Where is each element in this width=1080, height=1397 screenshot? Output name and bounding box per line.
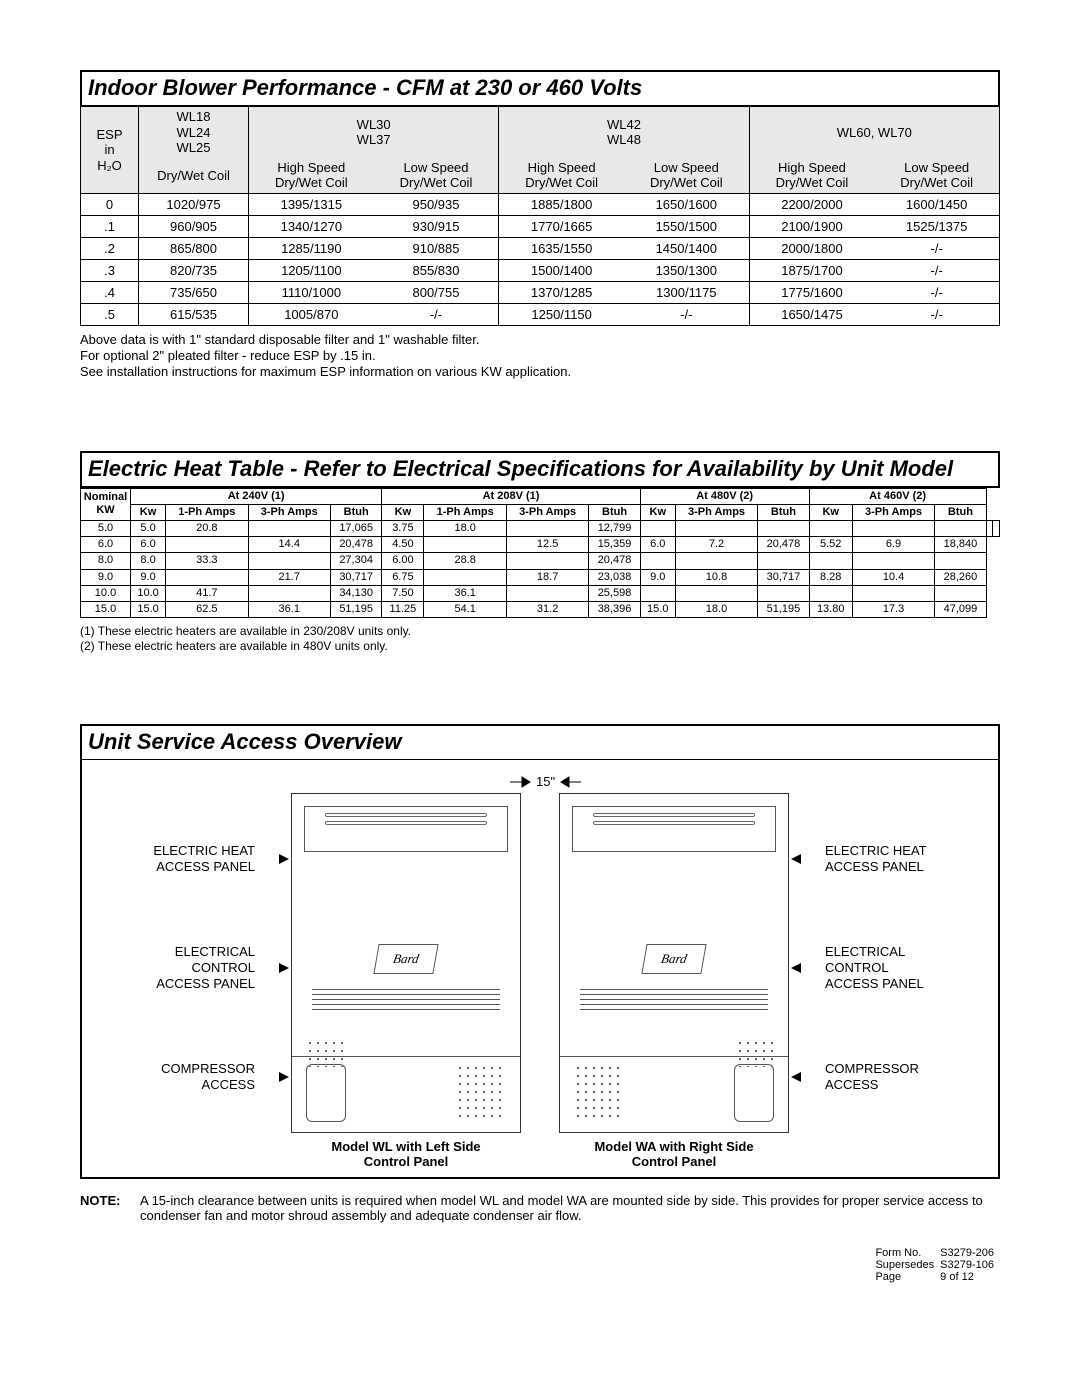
- arrow-left-icon: [789, 853, 819, 865]
- unit-wa-diagram: Bard: [559, 793, 789, 1133]
- note-tag: NOTE:: [80, 1193, 140, 1223]
- arrow-left-icon: [789, 1071, 819, 1083]
- arrow-right-icon: [261, 853, 291, 865]
- h-kw: Kw: [809, 504, 852, 520]
- footer-form-l: Form No.: [875, 1247, 940, 1259]
- h-btu: Btuh: [935, 504, 986, 520]
- colD-s2b: Dry/Wet Coil: [900, 175, 973, 190]
- colD-l1: WL60, WL70: [837, 125, 912, 140]
- gap-value: 15": [536, 774, 555, 789]
- arrow-right-icon: [261, 1071, 291, 1083]
- unit-wl-diagram: Bard: [291, 793, 521, 1133]
- lbl-comp-right: COMPRESSORACCESS: [825, 1061, 919, 1092]
- colB-l2: WL37: [357, 132, 391, 147]
- h-3ph: 3-Ph Amps: [675, 504, 757, 520]
- esp-l2: in: [104, 142, 114, 157]
- logo-text: Bard: [375, 945, 438, 973]
- caption-right: Model WA with Right SideControl Panel: [559, 1139, 789, 1169]
- colB-s1b: Dry/Wet Coil: [275, 175, 348, 190]
- table-row: 9.09.021.730,7176.7518.723,0389.010.830,…: [81, 569, 1000, 585]
- section3-title: Unit Service Access Overview: [80, 724, 1000, 760]
- arrow-right-icon: [510, 776, 532, 788]
- table-row: 01020/9751395/1315950/9351885/18001650/1…: [81, 193, 1000, 215]
- table-row: 6.06.014.420,4784.5012.515,3596.07.220,4…: [81, 537, 1000, 553]
- heat-foot-2: (2) These electric heaters are available…: [80, 639, 1000, 654]
- h-kw: Kw: [640, 504, 675, 520]
- lbl-comp-left: COMPRESSORACCESS: [161, 1061, 255, 1092]
- lbl-ctrl-right: ELECTRICALCONTROLACCESS PANEL: [825, 944, 924, 991]
- h-3ph: 3-Ph Amps: [852, 504, 934, 520]
- heat-table: NominalKW At 240V (1) At 208V (1) At 480…: [80, 488, 1000, 619]
- note-text: A 15-inch clearance between units is req…: [140, 1193, 1000, 1223]
- colA-l3: WL25: [177, 140, 211, 155]
- h-btu: Btuh: [330, 504, 381, 520]
- colA-l1: WL18: [177, 109, 211, 124]
- h-btu: Btuh: [589, 504, 640, 520]
- esp-l3: H₂O: [97, 158, 122, 173]
- table-row: 15.015.062.536.151,19511.2554.131.238,39…: [81, 602, 1000, 618]
- lbl-heat-right: ELECTRIC HEATACCESS PANEL: [825, 843, 927, 874]
- table-row: .5615/5351005/870-/-1250/1150-/-1650/147…: [81, 303, 1000, 325]
- arrow-right-icon: [261, 962, 291, 974]
- colB-s2: Low Speed: [403, 160, 468, 175]
- colB-l1: WL30: [357, 117, 391, 132]
- h-3ph: 3-Ph Amps: [506, 504, 588, 520]
- blower-note-2: For optional 2" pleated filter - reduce …: [80, 348, 1000, 364]
- colA-l2: WL24: [177, 125, 211, 140]
- table-row: .4735/6501110/1000800/7551370/12851300/1…: [81, 281, 1000, 303]
- section1-title: Indoor Blower Performance - CFM at 230 o…: [80, 70, 1000, 107]
- colB-s1: High Speed: [277, 160, 345, 175]
- heat-foot-1: (1) These electric heaters are available…: [80, 624, 1000, 639]
- g240: At 240V (1): [131, 488, 382, 504]
- colC-s2b: Dry/Wet Coil: [650, 175, 723, 190]
- h-3ph: 3-Ph Amps: [248, 504, 330, 520]
- table-row: .1960/9051340/1270930/9151770/16651550/1…: [81, 215, 1000, 237]
- logo-text: Bard: [643, 945, 706, 973]
- nom-l1: Nominal: [84, 491, 127, 503]
- colC-l1: WL42: [607, 117, 641, 132]
- table-row: .3820/7351205/1100855/8301500/14001350/1…: [81, 259, 1000, 281]
- table-row: 10.010.041.734,1307.5036.125,598: [81, 585, 1000, 601]
- caption-left: Model WL with Left SideControl Panel: [291, 1139, 521, 1169]
- lbl-ctrl-left: ELECTRICALCONTROLACCESS PANEL: [156, 944, 255, 991]
- colD-s2: Low Speed: [904, 160, 969, 175]
- g480: At 480V (2): [640, 488, 809, 504]
- footer-sup-l: Supersedes: [875, 1259, 940, 1271]
- footer-page-v: 9 of 12: [940, 1271, 1000, 1283]
- colD-s1b: Dry/Wet Coil: [776, 175, 849, 190]
- h-btu: Btuh: [758, 504, 809, 520]
- footer-form-v: S3279-206: [940, 1247, 1000, 1259]
- arrow-left-icon: [789, 962, 819, 974]
- blower-note-3: See installation instructions for maximu…: [80, 364, 1000, 380]
- h-kw: Kw: [382, 504, 424, 520]
- h-kw: Kw: [131, 504, 166, 520]
- diagram-container: 15" ELECTRIC HEATACCESS PANEL ELECTRICAL…: [80, 760, 1000, 1179]
- colC-s1: High Speed: [528, 160, 596, 175]
- colA-sub: Dry/Wet Coil: [139, 158, 249, 194]
- colD-s1: High Speed: [778, 160, 846, 175]
- nom-l2: KW: [96, 504, 114, 516]
- arrow-left-icon: [559, 776, 581, 788]
- page-footer: Form No.S3279-206 SupersedesS3279-106 Pa…: [80, 1247, 1000, 1283]
- g460: At 460V (2): [809, 488, 986, 504]
- table-row: 8.08.033.327,3046.0028.820,478: [81, 553, 1000, 569]
- blower-table: ESP in H₂O WL18 WL24 WL25 WL30 WL37 WL42…: [80, 107, 1000, 326]
- blower-note-1: Above data is with 1" standard disposabl…: [80, 332, 1000, 348]
- footer-page-l: Page: [875, 1271, 940, 1283]
- colB-s2b: Dry/Wet Coil: [400, 175, 473, 190]
- colC-s2: Low Speed: [654, 160, 719, 175]
- section2-title: Electric Heat Table - Refer to Electrica…: [80, 451, 1000, 488]
- h-1ph: 1-Ph Amps: [424, 504, 506, 520]
- colC-s1b: Dry/Wet Coil: [525, 175, 598, 190]
- h-1ph: 1-Ph Amps: [166, 504, 248, 520]
- table-row: 5.05.020.817,0653.7518.012,799: [81, 521, 1000, 537]
- esp-l1: ESP: [96, 127, 122, 142]
- g208: At 208V (1): [382, 488, 640, 504]
- colC-l2: WL48: [607, 132, 641, 147]
- table-row: .2865/8001285/1190910/8851635/15501450/1…: [81, 237, 1000, 259]
- footer-sup-v: S3279-106: [940, 1259, 1000, 1271]
- lbl-heat-left: ELECTRIC HEATACCESS PANEL: [153, 843, 255, 874]
